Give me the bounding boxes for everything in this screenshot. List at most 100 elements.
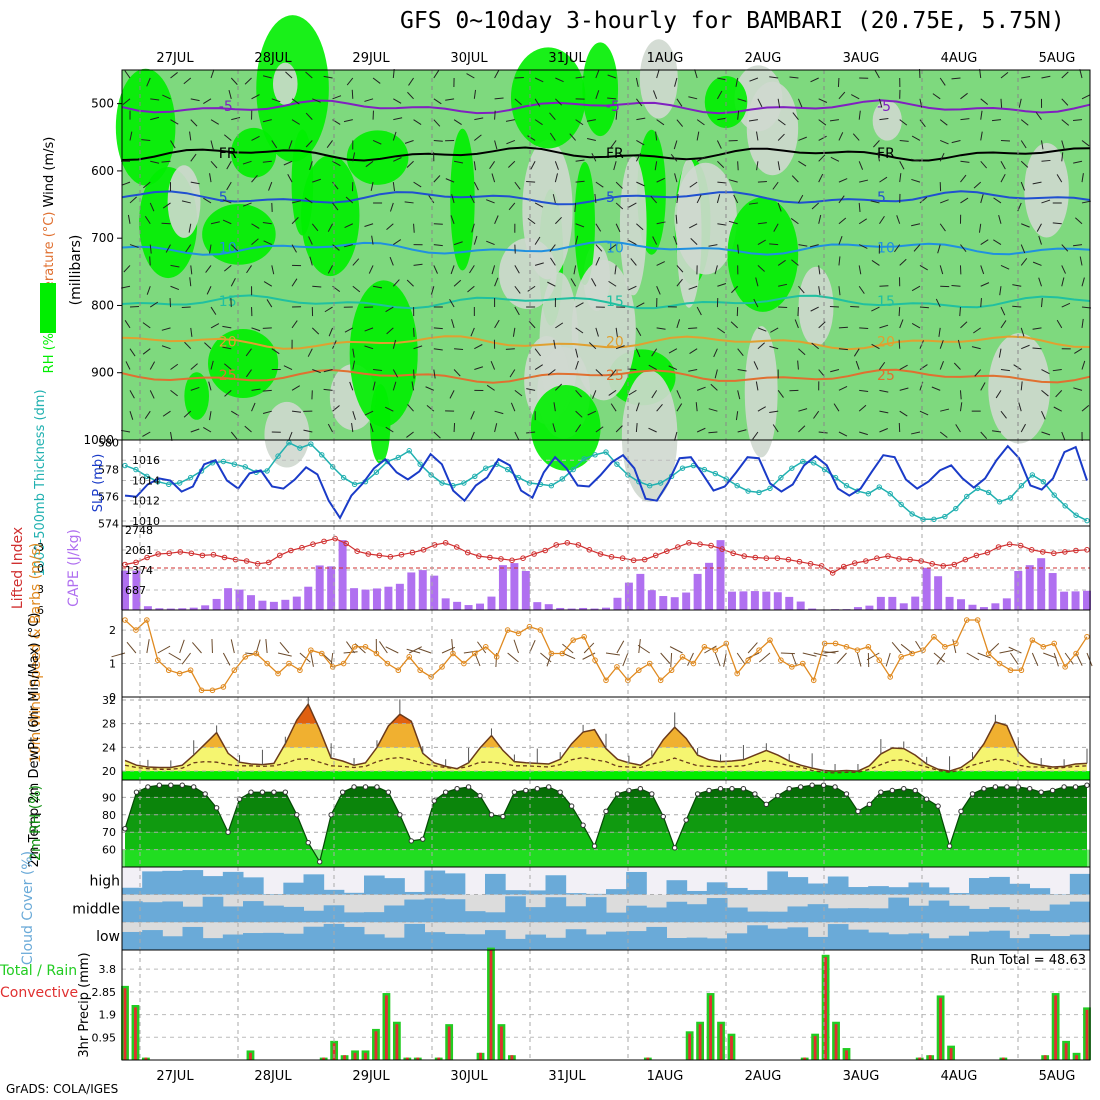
cloud-bar <box>706 898 728 923</box>
wind-speed-point <box>679 654 686 660</box>
wind-barb <box>595 223 602 232</box>
wind-barb <box>777 390 784 398</box>
thickness-tick-label: 574 <box>98 517 119 530</box>
wind-barb <box>231 117 241 121</box>
precip-conv-bar <box>144 1057 148 1060</box>
slp-line <box>124 444 1088 520</box>
wind-barb <box>588 342 597 350</box>
wind-barb <box>162 202 171 209</box>
wind-barb <box>980 282 990 287</box>
wind-barb <box>251 388 261 391</box>
wind-barb <box>960 244 967 252</box>
wind-barb <box>506 140 516 145</box>
wind-speed-point <box>122 617 128 623</box>
precip-conv-bar <box>1001 1057 1005 1060</box>
precip-conv-bar <box>343 1055 346 1060</box>
wind-barb <box>630 258 637 266</box>
wind-barb <box>123 265 131 273</box>
wind-barb <box>911 178 921 183</box>
thickness-point <box>417 461 423 467</box>
cloud-bar <box>969 931 990 950</box>
wind-barb <box>170 363 179 370</box>
precip-conv-bar <box>1043 1055 1047 1060</box>
cloud-bar <box>908 882 930 895</box>
cloud-bar <box>243 877 264 895</box>
wind-barb <box>980 239 989 246</box>
wind-barb <box>728 220 738 225</box>
wind-barb <box>473 161 477 171</box>
cloud-bar <box>182 906 204 923</box>
wind-barb <box>364 345 374 350</box>
wind-speed-point <box>482 644 489 650</box>
rh-region <box>872 100 902 141</box>
wind-speed-point <box>1040 644 1047 650</box>
wind-speed-point <box>942 644 948 650</box>
rh-region <box>744 326 778 458</box>
wind-barb <box>818 431 828 434</box>
wind-barb <box>797 360 799 370</box>
cloud-bar <box>243 933 264 950</box>
thickness-point <box>351 481 358 488</box>
wind-speed-point <box>778 657 784 663</box>
rh-low-band <box>122 849 1090 867</box>
wind-barb <box>856 652 862 667</box>
cloud-layer-label: high <box>89 874 120 890</box>
wind-barb <box>960 197 969 204</box>
thickness-point <box>942 513 948 520</box>
rh-region <box>621 370 678 502</box>
precip-conv-bar <box>510 1055 514 1060</box>
wind-barb <box>896 215 901 224</box>
cloud-bar <box>1049 936 1071 950</box>
precip-conv-bar <box>845 1050 848 1060</box>
wind-speed-point <box>209 687 216 694</box>
precip-conv-bar <box>730 1036 733 1060</box>
cloud-bar <box>1029 888 1051 895</box>
bottom-date-label: 31JUL <box>548 1069 586 1084</box>
wind-barb <box>960 321 968 329</box>
pressure-axis-label: (millibars) <box>68 235 84 306</box>
wind-barb <box>575 390 582 398</box>
wind-barb <box>960 160 970 163</box>
wind-barb <box>467 285 475 293</box>
wind-speed-point <box>144 617 150 623</box>
wind-barb <box>327 265 333 274</box>
rh-point <box>626 787 632 794</box>
lifted-point <box>829 570 836 576</box>
wind-barb <box>636 181 645 187</box>
wind-axis-label: 10m Wind Speed & Barbs (m/s) <box>28 543 44 763</box>
wind-speed-point <box>756 647 762 653</box>
rh-point <box>855 808 861 815</box>
wind-barb <box>573 265 577 275</box>
wind-barb <box>811 202 820 210</box>
wind-barb <box>737 244 740 254</box>
wind-barb <box>386 223 394 231</box>
wind-barb <box>1081 200 1091 204</box>
wind-barb <box>670 652 673 668</box>
cloud-bar <box>283 906 304 923</box>
wind-barb <box>959 402 963 412</box>
wind-barb <box>911 431 921 435</box>
wind-barb <box>789 76 799 79</box>
wind-barb <box>513 639 520 654</box>
temp-tick-label: 24 <box>102 741 116 754</box>
wind-barb <box>980 131 983 141</box>
wind-barb <box>778 283 788 287</box>
wind-barb <box>1008 646 1022 654</box>
wind-barb <box>407 91 414 100</box>
thickness-point <box>953 505 959 512</box>
cloud-bar <box>928 938 950 950</box>
wind-barb <box>1020 160 1029 168</box>
wind-barb <box>505 119 515 122</box>
wind-barb <box>717 160 725 168</box>
thickness-point <box>581 456 587 462</box>
wind-speed-point <box>887 674 894 680</box>
isotherm-line <box>121 368 1091 384</box>
wind-barb <box>833 403 840 412</box>
cape-axis-label: CAPE (J/kg) <box>66 529 82 607</box>
temp-axis-label: 2m Temp 2m DewPt (6hr Min/Max) (°C) <box>27 613 42 868</box>
wind-barb <box>756 161 759 171</box>
lifted-point <box>188 550 195 557</box>
wind-barb <box>728 179 738 183</box>
wind-speed-point <box>133 627 139 633</box>
wind-barb <box>190 181 200 185</box>
